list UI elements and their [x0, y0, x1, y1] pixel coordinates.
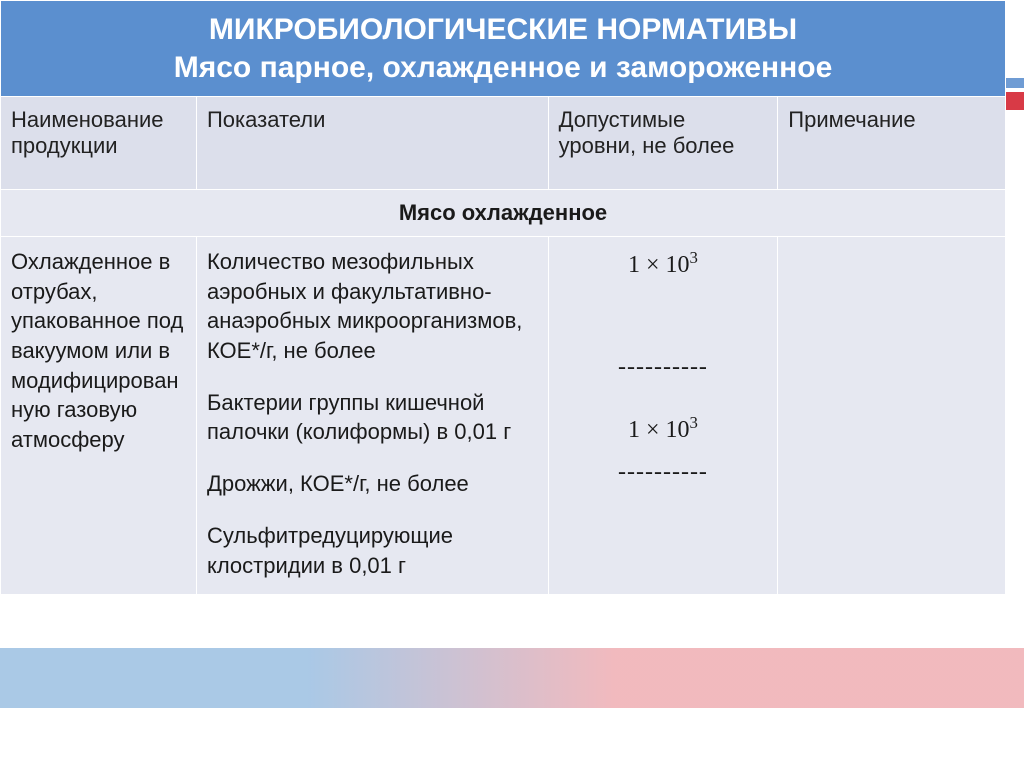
- cell-levels: 1 × 103 ---------- 1 × 103 ----------: [548, 237, 778, 595]
- indicator-3: Дрожжи, КОЕ*/г, не более: [207, 469, 538, 499]
- col-header-levels: Допустимые уровни, не более: [548, 97, 778, 190]
- title-line1: МИКРОБИОЛОГИЧЕСКИЕ НОРМАТИВЫ: [13, 11, 993, 49]
- cell-note: [778, 237, 1006, 595]
- col-header-note: Примечание: [778, 97, 1006, 190]
- level-dash-2: ----------: [559, 456, 768, 488]
- level-value-2: 1 × 103: [559, 412, 768, 446]
- col-header-indicators: Показатели: [196, 97, 548, 190]
- level-dash-1: ----------: [559, 351, 768, 383]
- standards-table: МИКРОБИОЛОГИЧЕСКИЕ НОРМАТИВЫ Мясо парное…: [0, 0, 1006, 595]
- col-header-name: Наименование продукции: [1, 97, 197, 190]
- section-title: Мясо охлажденное: [1, 190, 1006, 237]
- background-band: [0, 648, 1024, 708]
- indicator-1: Количество мезофильных аэробных и факуль…: [207, 247, 538, 366]
- accent-stripes-right: [1006, 78, 1024, 124]
- cell-indicators: Количество мезофильных аэробных и факуль…: [196, 237, 548, 595]
- cell-product-name: Охлажденное в отрубах, упакованное под в…: [1, 237, 197, 595]
- level-value-1: 1 × 103: [559, 247, 768, 281]
- table-title-row: МИКРОБИОЛОГИЧЕСКИЕ НОРМАТИВЫ Мясо парное…: [1, 1, 1006, 97]
- indicator-4: Сульфитредуцирующие клостридии в 0,01 г: [207, 521, 538, 580]
- table-row: Охлажденное в отрубах, упакованное под в…: [1, 237, 1006, 595]
- table-header-row: Наименование продукции Показатели Допуст…: [1, 97, 1006, 190]
- section-row: Мясо охлажденное: [1, 190, 1006, 237]
- title-line2: Мясо парное, охлажденное и замороженное: [13, 49, 993, 87]
- indicator-2: Бактерии группы кишечной палочки (колифо…: [207, 388, 538, 447]
